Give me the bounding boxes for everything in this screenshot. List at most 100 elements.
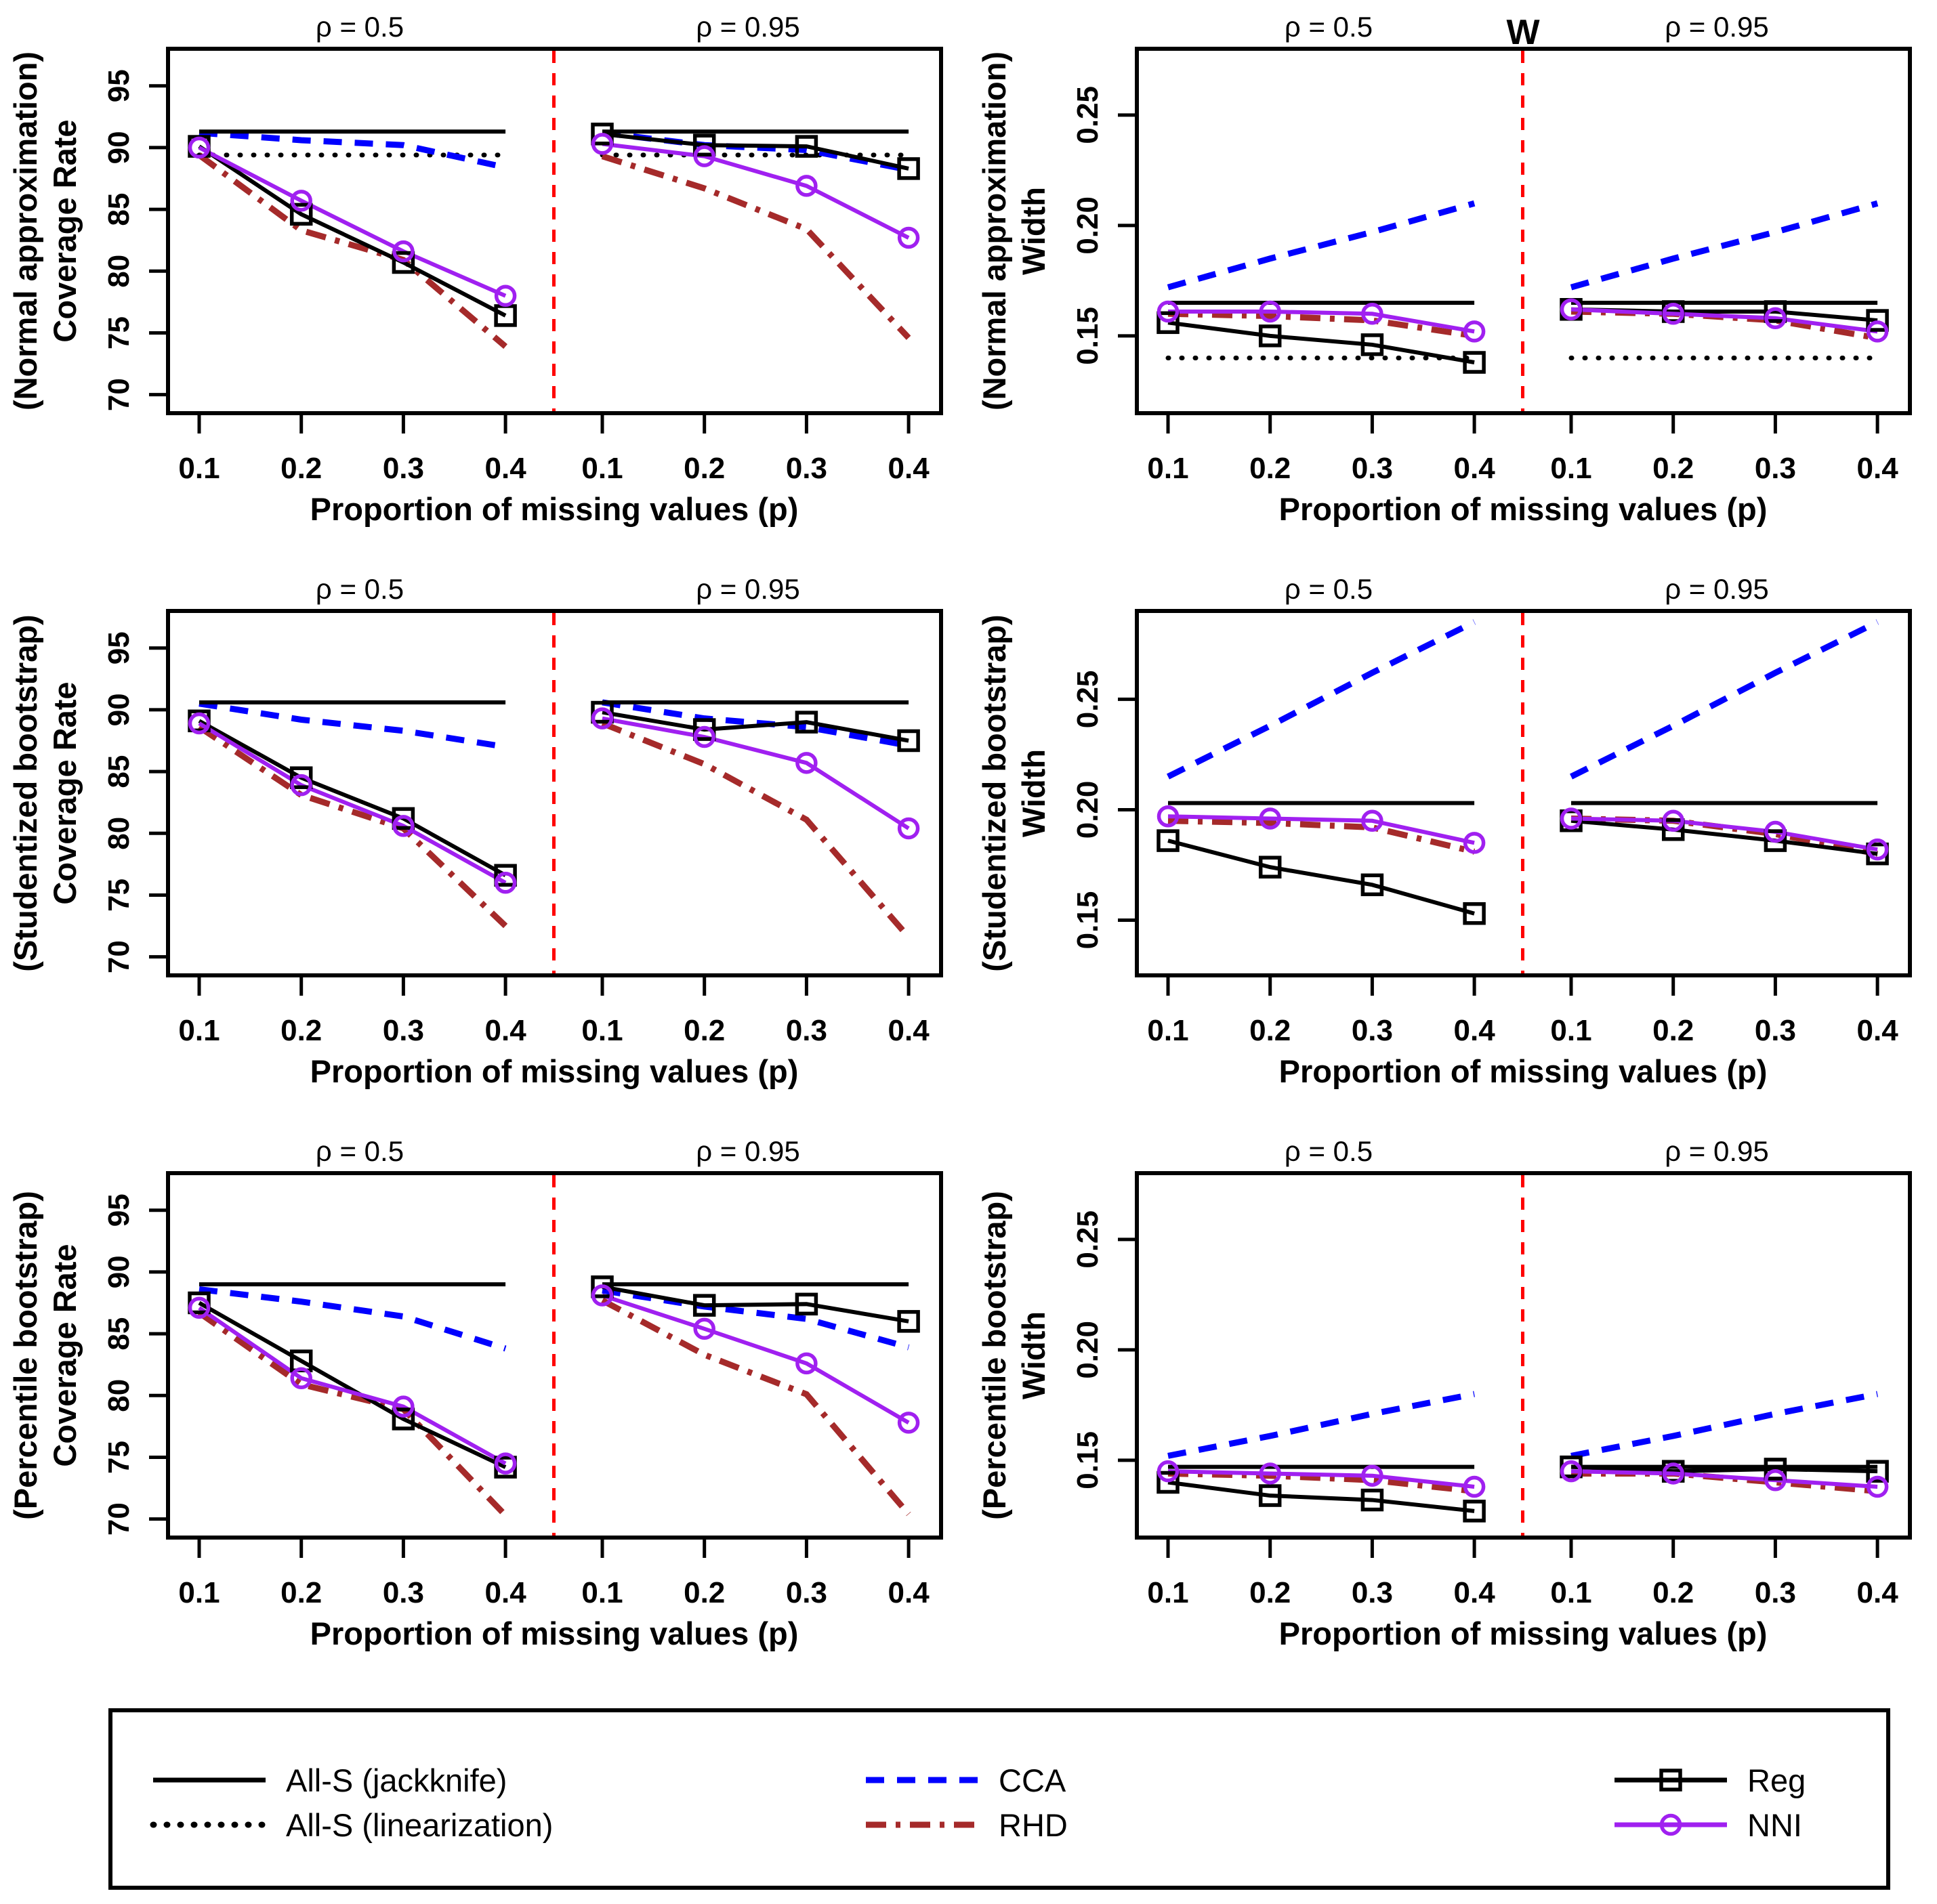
series-nni-line xyxy=(198,146,507,298)
reg-square-marker xyxy=(1764,829,1787,852)
series-rhd-line xyxy=(601,720,911,939)
y-tick-label: 75 xyxy=(102,879,136,912)
nni-circle-marker xyxy=(591,133,614,155)
series-reg-line xyxy=(602,710,909,743)
series-reg-line xyxy=(198,144,507,318)
nni-circle-marker xyxy=(392,1395,415,1418)
nni-circle-marker xyxy=(1560,298,1583,321)
series-cca-line xyxy=(602,1287,910,1351)
panel-studentized-coverage: ρ = 0.5 ρ = 0.95 (Studentized bootstrap)… xyxy=(7,573,943,1089)
series-nni-line xyxy=(1168,310,1475,334)
legend-label: All-S (linearization) xyxy=(286,1806,554,1843)
legend-entry-linearization: All-S (linearization) xyxy=(150,1806,554,1844)
y-tick-label: 90 xyxy=(102,693,136,726)
x-tick-label: 0.2 xyxy=(280,452,322,485)
series-rhd-line xyxy=(1167,310,1475,339)
nni-circle-marker xyxy=(1259,300,1281,323)
x-tick-label: 0.1 xyxy=(1550,452,1591,485)
panel-normal-width: ρ = 0.5 ρ = 0.95 (Normal approximation) … xyxy=(976,11,1912,527)
x-tick-label: 0.4 xyxy=(1454,452,1496,485)
x-tick-label: 0.4 xyxy=(485,1014,527,1047)
y-tick-label: 85 xyxy=(102,1317,136,1351)
y-tick-label: 0.20 xyxy=(1071,781,1104,839)
nni-circle-marker xyxy=(1662,303,1684,325)
series-rhd-line xyxy=(600,1297,911,1517)
nni-circle-marker xyxy=(1157,1460,1180,1483)
y-tick-label: 70 xyxy=(102,1502,136,1536)
y-tick-label: 0.25 xyxy=(1071,671,1104,729)
reg-square-marker xyxy=(692,1294,716,1317)
series-rhd-line xyxy=(1167,1470,1475,1495)
reg-square-marker xyxy=(897,157,920,180)
nni-circle-marker xyxy=(1259,807,1281,830)
nni-circle-marker xyxy=(290,1367,312,1389)
subpanel-title-rho-05: ρ = 0.5 xyxy=(1285,1135,1373,1167)
series-cca-line xyxy=(1167,1391,1475,1459)
x-tick-label: 0.4 xyxy=(888,1576,930,1609)
y-axis-label-line1: (Percentile bootstrap) xyxy=(976,1191,1012,1520)
plot-box xyxy=(166,609,943,977)
nni-circle-marker xyxy=(1361,1464,1383,1487)
reg-square-marker xyxy=(591,123,614,146)
subpanel-title-rho-05: ρ = 0.5 xyxy=(1285,573,1373,605)
nni-circle-marker xyxy=(1764,1468,1787,1492)
x-tick-label: 0.4 xyxy=(1857,1014,1899,1047)
y-tick-label: 75 xyxy=(102,316,136,350)
y-tick-label: 80 xyxy=(102,817,136,850)
x-tick-label: 0.2 xyxy=(684,452,725,485)
plot-area: 70 75 80 85 90 95 0.1 0.2 0.3 0.4 0.1 0.2 0.3 0.4 xyxy=(102,1171,943,1609)
x-tick-label: 0.4 xyxy=(485,452,527,485)
y-axis-label-line2: Width xyxy=(1016,749,1051,837)
nni-circle-marker xyxy=(693,1317,715,1340)
x-axis-label: Proportion of missing values (p) xyxy=(1279,1615,1768,1651)
series-nni-line xyxy=(198,721,507,885)
series-nni-line xyxy=(602,142,910,240)
x-tick-label: 0.4 xyxy=(1857,452,1899,485)
x-tick-label: 0.1 xyxy=(581,452,623,485)
y-tick-label: 90 xyxy=(102,131,136,164)
plot-box xyxy=(166,47,943,415)
nni-circle-marker xyxy=(1866,838,1889,861)
series-cca-line xyxy=(1570,1391,1878,1459)
x-tick-label: 0.2 xyxy=(1249,1576,1291,1609)
subpanel-title-rho-095: ρ = 0.95 xyxy=(1665,573,1769,605)
x-tick-label: 0.2 xyxy=(1249,1014,1291,1047)
nni-circle-marker xyxy=(494,284,517,307)
y-axis-label-line1: (Normal approximation) xyxy=(7,51,43,410)
nni-circle-marker xyxy=(795,752,818,774)
reg-square-marker xyxy=(392,251,415,274)
subpanel-title-rho-05: ρ = 0.5 xyxy=(316,11,404,43)
x-tick-label: 0.1 xyxy=(1550,1576,1591,1609)
x-tick-label: 0.2 xyxy=(1249,452,1291,485)
legend-label: NNI xyxy=(1747,1806,1802,1843)
nni-circle-marker xyxy=(1764,820,1787,843)
subpanel-title-rho-05: ρ = 0.5 xyxy=(1285,11,1373,43)
x-tick-label: 0.1 xyxy=(178,1576,220,1609)
nni-circle-marker xyxy=(1259,1462,1281,1485)
nni-circle-marker xyxy=(188,136,211,159)
y-tick-label: 0.15 xyxy=(1071,307,1104,365)
x-tick-label: 0.3 xyxy=(383,1576,424,1609)
reg-square-marker xyxy=(795,1292,818,1316)
subpanel-title-rho-095: ρ = 0.95 xyxy=(1665,1135,1769,1167)
reg-square-marker xyxy=(1866,1460,1889,1483)
reg-square-marker xyxy=(1157,1471,1180,1494)
series-rhd-line xyxy=(197,724,508,929)
subpanel-title-rho-05: ρ = 0.5 xyxy=(316,573,404,605)
subpanel-title-rho-095: ρ = 0.95 xyxy=(696,11,800,43)
reg-square-marker xyxy=(494,864,517,887)
reg-square-marker xyxy=(591,700,614,724)
x-tick-label: 0.4 xyxy=(888,1014,930,1047)
series-nni-line xyxy=(1167,1469,1475,1489)
reg-square-marker xyxy=(1661,818,1685,841)
x-tick-label: 0.2 xyxy=(1652,452,1694,485)
y-tick-label: 70 xyxy=(102,940,136,973)
legend-label: CCA xyxy=(999,1762,1066,1798)
x-tick-label: 0.1 xyxy=(1550,1014,1591,1047)
reg-square-marker xyxy=(692,133,716,157)
x-axis-label: Proportion of missing values (p) xyxy=(1279,491,1768,527)
x-tick-label: 0.2 xyxy=(1652,1014,1694,1047)
series-rhd-line xyxy=(601,153,911,340)
series-cca-line xyxy=(1569,619,1879,780)
